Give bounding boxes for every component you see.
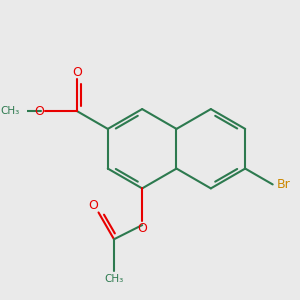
Text: O: O bbox=[72, 66, 82, 79]
Text: O: O bbox=[138, 222, 148, 235]
Text: Br: Br bbox=[277, 178, 291, 191]
Text: O: O bbox=[88, 200, 98, 212]
Text: O: O bbox=[34, 105, 44, 118]
Text: CH₃: CH₃ bbox=[0, 106, 20, 116]
Text: CH₃: CH₃ bbox=[104, 274, 124, 284]
